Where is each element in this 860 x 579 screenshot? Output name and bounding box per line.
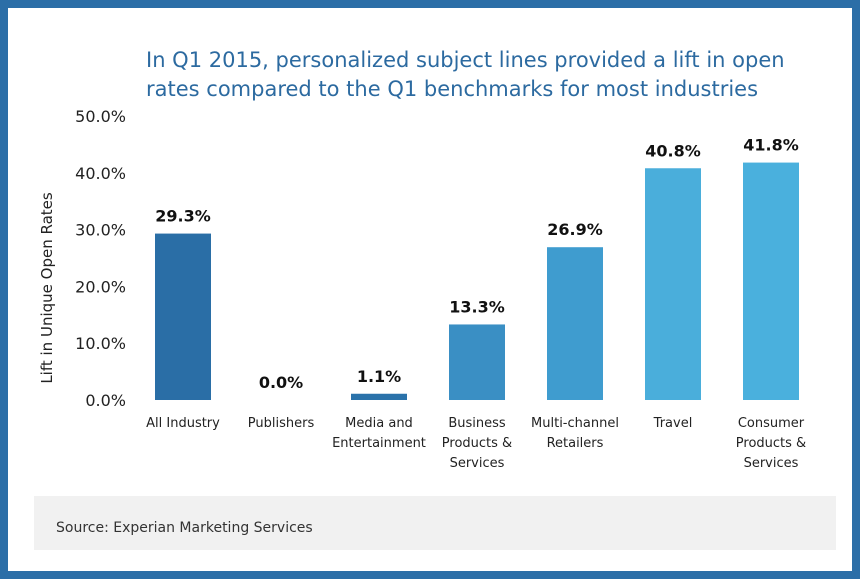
x-tick-label-line: Products & [442, 436, 512, 451]
x-tick-label: Business Products & Services [442, 416, 512, 471]
y-tick-label: 30.0% [75, 221, 126, 240]
x-tick-label-line: All Industry [146, 416, 220, 431]
source-text: Source: Experian Marketing Services [56, 520, 313, 536]
bar [155, 233, 211, 400]
source-box: Source: Experian Marketing Services [34, 496, 836, 550]
bar [449, 324, 505, 400]
x-tick-label: All Industry [146, 416, 220, 431]
y-tick-label: 10.0% [75, 334, 126, 353]
data-label: 1.1% [357, 367, 401, 386]
bar [743, 162, 799, 400]
x-tick-label: Multi-channel Retailers [531, 416, 619, 451]
data-label: 41.8% [743, 136, 799, 155]
x-tick-label-line: Business [448, 416, 506, 431]
data-label: 40.8% [645, 141, 701, 160]
x-tick-label: Travel [653, 416, 693, 431]
x-tick-label-line: Entertainment [332, 436, 426, 451]
x-tick-label: Publishers [248, 416, 315, 431]
x-tick-label-line: Publishers [248, 416, 315, 431]
x-tick-label-line: Retailers [547, 436, 604, 451]
x-tick-label-line: Travel [653, 416, 693, 431]
y-tick-label: 0.0% [85, 391, 126, 410]
y-axis-label: Lift in Unique Open Rates [38, 192, 56, 384]
x-tick-label-line: Multi-channel [531, 416, 619, 431]
bar [645, 168, 701, 400]
x-tick-label-line: Consumer [738, 416, 805, 431]
data-label: 0.0% [259, 373, 303, 392]
data-label: 29.3% [155, 207, 211, 226]
bar [547, 247, 603, 400]
y-tick-label: 40.0% [75, 164, 126, 183]
x-tick-label-line: Products & [736, 436, 806, 451]
bar [351, 393, 407, 400]
data-label: 26.9% [547, 220, 603, 239]
x-tick-label-line: Media and [345, 416, 413, 431]
x-tick-label: Consumer Products & Services [736, 416, 806, 471]
x-tick-label-line: Services [744, 456, 799, 471]
chart-title: In Q1 2015, personalized subject lines p… [146, 48, 785, 101]
x-tick-label-line: Services [450, 456, 505, 471]
y-tick-label: 50.0% [75, 107, 126, 126]
y-tick-label: 20.0% [75, 277, 126, 296]
x-tick-label: Media and Entertainment [332, 416, 426, 451]
data-label: 13.3% [449, 297, 505, 316]
